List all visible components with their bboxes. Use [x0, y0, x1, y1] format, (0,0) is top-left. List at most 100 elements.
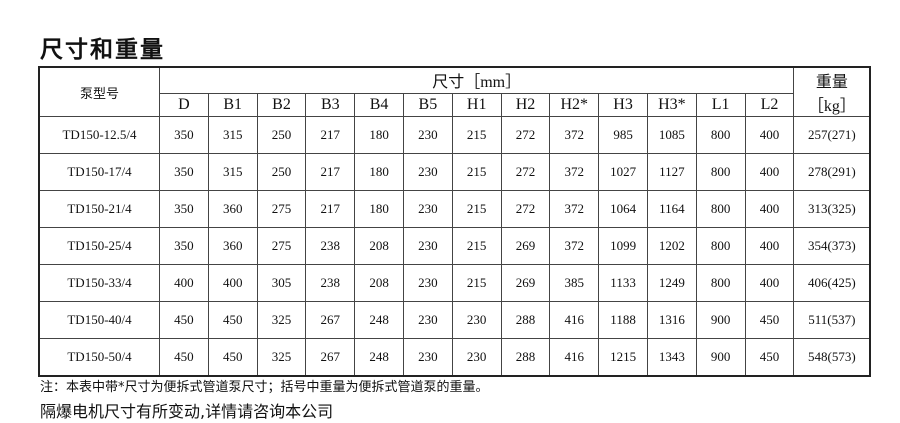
dimension-cell: 288: [500, 338, 551, 377]
dimension-cell: 450: [744, 338, 795, 377]
dimension-cell: 305: [256, 264, 307, 302]
dimension-cell: 360: [207, 190, 258, 228]
weight-cell: 511(537): [793, 301, 871, 339]
dimension-cell: 288: [500, 301, 551, 339]
model-cell: TD150-50/4: [38, 338, 160, 377]
column-header: L2: [744, 92, 795, 118]
table-row: TD150-21/4 350 360 275 217 180 230 215 272 372 106…: [38, 190, 871, 228]
dimension-cell: 400: [744, 264, 795, 302]
table-row: TD150-40/4 450 450 325 267 248 230 230 288 416 118…: [38, 301, 871, 339]
column-header: B1: [207, 92, 258, 118]
dimension-cell: 800: [695, 264, 746, 302]
column-header: B4: [354, 92, 404, 118]
dimension-cell: 350: [159, 190, 209, 228]
table-row: TD150-17/4 350 315 250 217 180 230 215 272 372 102…: [38, 153, 871, 191]
dimension-cell: 250: [256, 153, 307, 191]
dimension-cell: 230: [402, 153, 453, 191]
dimension-cell: 800: [695, 116, 746, 154]
dimension-cell: 230: [402, 116, 453, 154]
dimension-cell: 180: [354, 190, 404, 228]
dimension-cell: 1064: [598, 190, 648, 228]
dimension-cell: 372: [549, 227, 600, 265]
dimension-cell: 450: [744, 301, 795, 339]
dimension-cell: 275: [256, 190, 307, 228]
page-title: 尺寸和重量: [40, 37, 165, 63]
dimension-cell: 1085: [646, 116, 697, 154]
dimension-cell: 230: [402, 338, 453, 377]
dimension-cell: 416: [549, 338, 600, 377]
model-header: 泵型号: [38, 66, 160, 117]
dimension-cell: 230: [402, 190, 453, 228]
dimension-cell: 1215: [598, 338, 648, 377]
dimension-cell: 400: [744, 153, 795, 191]
dimension-header: 尺寸［mm］: [158, 66, 795, 94]
column-header: D: [159, 92, 209, 118]
dimension-cell: 900: [695, 338, 746, 377]
dimension-cell: 400: [744, 116, 795, 154]
dimension-cell: 1316: [646, 301, 697, 339]
dimension-cell: 215: [451, 190, 502, 228]
column-header: H3: [598, 92, 648, 118]
column-header: L1: [695, 92, 746, 118]
column-header: H1: [451, 92, 502, 118]
dimension-cell: 269: [500, 227, 551, 265]
model-cell: TD150-21/4: [38, 190, 160, 228]
dimension-cell: 180: [354, 116, 404, 154]
dimension-cell: 230: [451, 301, 502, 339]
dimension-cell: 325: [256, 338, 307, 377]
dimension-cell: 800: [695, 153, 746, 191]
dimension-cell: 180: [354, 153, 404, 191]
dimension-cell: 1027: [598, 153, 648, 191]
dimension-cell: 400: [207, 264, 258, 302]
dimension-cell: 372: [549, 116, 600, 154]
dimension-cell: 230: [402, 301, 453, 339]
dimension-cell: 230: [451, 338, 502, 377]
weight-cell: 313(325): [793, 190, 871, 228]
dimension-cell: 238: [305, 264, 356, 302]
dimension-cell: 215: [451, 264, 502, 302]
table-row: TD150-33/4 400 400 305 238 208 230 215 269 385 113…: [38, 264, 871, 302]
motor-note: 隔爆电机尺寸有所变动,详情请咨询本公司: [40, 402, 334, 421]
dimensions-weight-table: 泵型号 尺寸［mm］ 重量 ［kg］ D B1 B2 B3 B4 B5 H1 H2 H2* H3 H3…: [38, 66, 872, 377]
dimension-cell: 215: [451, 227, 502, 265]
weight-cell: 278(291): [793, 153, 871, 191]
dimension-cell: 217: [305, 190, 356, 228]
column-header: B2: [256, 92, 307, 118]
dimension-cell: 315: [207, 153, 258, 191]
column-header: B5: [402, 92, 453, 118]
weight-cell: 548(573): [793, 338, 871, 377]
model-cell: TD150-12.5/4: [38, 116, 160, 154]
weight-cell: 406(425): [793, 264, 871, 302]
dimension-cell: 400: [744, 190, 795, 228]
table-row: TD150-25/4 350 360 275 238 208 230 215 269 372 109…: [38, 227, 871, 265]
dimension-cell: 275: [256, 227, 307, 265]
weight-cell: 257(271): [793, 116, 871, 154]
dimension-cell: 248: [354, 301, 404, 339]
dimension-cell: 450: [207, 338, 258, 377]
dimension-cell: 800: [695, 190, 746, 228]
dimension-cell: 215: [451, 153, 502, 191]
dimension-cell: 269: [500, 264, 551, 302]
column-header: H2: [500, 92, 551, 118]
dimension-cell: 215: [451, 116, 502, 154]
column-header: B3: [305, 92, 356, 118]
dimension-cell: 1127: [646, 153, 697, 191]
dimension-cell: 315: [207, 116, 258, 154]
dimension-cell: 238: [305, 227, 356, 265]
model-cell: TD150-25/4: [38, 227, 160, 265]
dimension-cell: 1099: [598, 227, 648, 265]
dimension-cell: 208: [354, 227, 404, 265]
footnote: 注：本表中带*尺寸为便拆式管道泵尺寸；括号中重量为便拆式管道泵的重量。: [40, 380, 489, 395]
weight-header: 重量 ［kg］: [793, 66, 871, 117]
dimension-cell: 385: [549, 264, 600, 302]
dimension-cell: 1343: [646, 338, 697, 377]
dimension-cell: 325: [256, 301, 307, 339]
dimension-cell: 1188: [598, 301, 648, 339]
dimension-cell: 272: [500, 190, 551, 228]
dimension-cell: 1202: [646, 227, 697, 265]
dimension-cell: 272: [500, 153, 551, 191]
model-cell: TD150-33/4: [38, 264, 160, 302]
dimension-cell: 1133: [598, 264, 648, 302]
column-header: H2*: [549, 92, 600, 118]
dimension-cell: 1249: [646, 264, 697, 302]
